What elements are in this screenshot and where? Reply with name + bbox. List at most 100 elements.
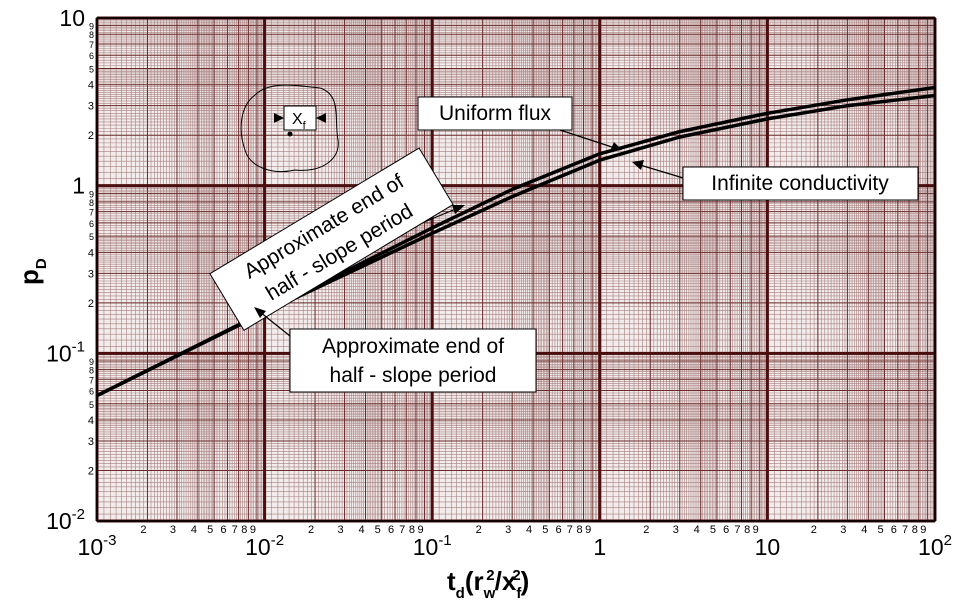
x-tick-label: 102 (918, 532, 952, 560)
x-tick-label: 1 (593, 534, 606, 560)
x-minor-tick-label: 2 (140, 524, 146, 536)
x-tick-label: 10-2 (245, 532, 284, 560)
x-axis-label-part: d (456, 585, 465, 602)
x-minor-tick-label: 3 (505, 524, 511, 536)
y-minor-tick-label: 8 (89, 30, 94, 40)
y-axis-label-part: p (14, 269, 44, 285)
x-minor-tick-label: 7 (232, 524, 238, 536)
x-minor-tick-label: 7 (734, 524, 740, 536)
x-minor-tick-label: 5 (207, 524, 213, 536)
y-minor-tick-label: 7 (89, 40, 94, 50)
label-box (209, 147, 454, 331)
y-tick-label: 10 (59, 5, 85, 31)
grid (95, 16, 937, 523)
x-tick-label-power: -1 (438, 532, 451, 549)
y-axis-label-part: D (33, 258, 50, 269)
label-box (682, 166, 919, 201)
well-dot (287, 131, 293, 137)
x-minor-tick-label: 2 (811, 524, 817, 536)
series-line (96, 93, 936, 398)
arrow-head (632, 160, 644, 170)
x-minor-tick-label: 4 (861, 524, 867, 536)
y-minor-tick-label: 5 (89, 232, 94, 242)
y-minor-tick-label: 5 (89, 400, 94, 410)
y-minor-tick-label: 2 (88, 466, 94, 478)
x-minor-tick-label: 7 (902, 524, 908, 536)
y-minor-tick-label: 4 (88, 247, 94, 259)
y-tick-label: 1 (72, 173, 85, 199)
x-minor-tick-label: 3 (673, 524, 679, 536)
x-minor-tick-label: 5 (542, 524, 548, 536)
label-box (289, 328, 537, 393)
x-minor-tick-label: 8 (409, 524, 415, 536)
y-tick-label-base: 10 (46, 508, 72, 534)
y-minor-tick-label: 3 (88, 101, 94, 113)
x-minor-tick-label: 5 (375, 524, 381, 536)
x-minor-tick-label: 3 (338, 524, 344, 536)
y-minor-tick-label: 8 (89, 198, 94, 208)
x-tick-label-base: 10 (245, 534, 271, 560)
x-minor-tick-label: 8 (912, 524, 918, 536)
x-minor-tick-label: 6 (388, 524, 394, 536)
series-label: Uniform flux (439, 102, 552, 125)
y-minor-tick-label: 4 (88, 415, 94, 427)
arrow-head (452, 205, 465, 214)
x-axis-label-part: 2 (486, 567, 494, 584)
y-minor-tick-label: 9 (89, 22, 94, 32)
x-axis-label-part: (r (465, 566, 484, 596)
x-tick-label-base: 10 (78, 534, 104, 560)
x-tick-label-power: -2 (271, 532, 284, 549)
y-minor-tick-label: 6 (89, 387, 94, 397)
y-tick-label-power: -2 (72, 506, 85, 523)
inset: Xf (240, 84, 339, 173)
y-minor-tick-label: 3 (88, 436, 94, 448)
y-tick-label: 10-2 (46, 506, 85, 534)
x-tick-label: 10-3 (78, 532, 117, 560)
x-axis-label-part: ) (521, 566, 530, 596)
y-minor-tick-label: 2 (88, 130, 94, 142)
x-minor-tick-label: 6 (723, 524, 729, 536)
annotation-line: Approximate end of (322, 335, 504, 358)
x-minor-tick-label: 2 (308, 524, 314, 536)
x-tick-label-power: -3 (103, 532, 116, 549)
x-minor-tick-label: 6 (556, 524, 562, 536)
callouts: Uniform flux Infinite conductivity Appro… (209, 96, 919, 393)
y-minor-tick-label: 8 (89, 366, 94, 376)
x-minor-tick-label: 4 (358, 524, 364, 536)
x-minor-tick-label: 9 (753, 524, 759, 536)
x-tick-label-base: 10 (413, 534, 439, 560)
arrow-head (316, 113, 326, 123)
arrow-head (610, 142, 622, 151)
x-tick-label-power: 2 (944, 532, 952, 549)
x-minor-tick-label: 3 (840, 524, 846, 536)
arrow-head (274, 113, 284, 123)
plot-frame (96, 17, 936, 522)
x-minor-tick-label: 7 (399, 524, 405, 536)
x-axis-label: td(rw2/xf2) (447, 566, 529, 602)
x-minor-tick-label: 9 (417, 524, 423, 536)
x-axis-label-part: w (483, 585, 496, 602)
y-minor-tick-label: 7 (89, 375, 94, 385)
inset-main: X (292, 111, 303, 128)
x-minor-tick-label: 6 (220, 524, 226, 536)
x-minor-tick-label: 4 (191, 524, 197, 536)
y-tick-label-base: 10 (46, 340, 72, 366)
y-minor-tick-label: 6 (89, 51, 94, 61)
x-minor-tick-label: 8 (576, 524, 582, 536)
annotation-line: half - slope period (330, 364, 497, 387)
x-minor-tick-label: 9 (585, 524, 591, 536)
x-minor-tick-label: 8 (744, 524, 750, 536)
x-minor-tick-label: 9 (920, 524, 926, 536)
callout-line (559, 129, 616, 149)
x-minor-tick-label: 9 (250, 524, 256, 536)
y-minor-tick-label: 6 (89, 219, 94, 229)
x-tick-label-base: 10 (918, 534, 944, 560)
x-minor-tick-label: 3 (170, 524, 176, 536)
x-tick-label: 10 (755, 534, 781, 560)
y-axis-label: pD (14, 258, 50, 285)
x-tick-label: 10-1 (413, 532, 452, 560)
y-minor-tick-label: 2 (88, 298, 94, 310)
x-axis-label-part: f (516, 585, 522, 602)
